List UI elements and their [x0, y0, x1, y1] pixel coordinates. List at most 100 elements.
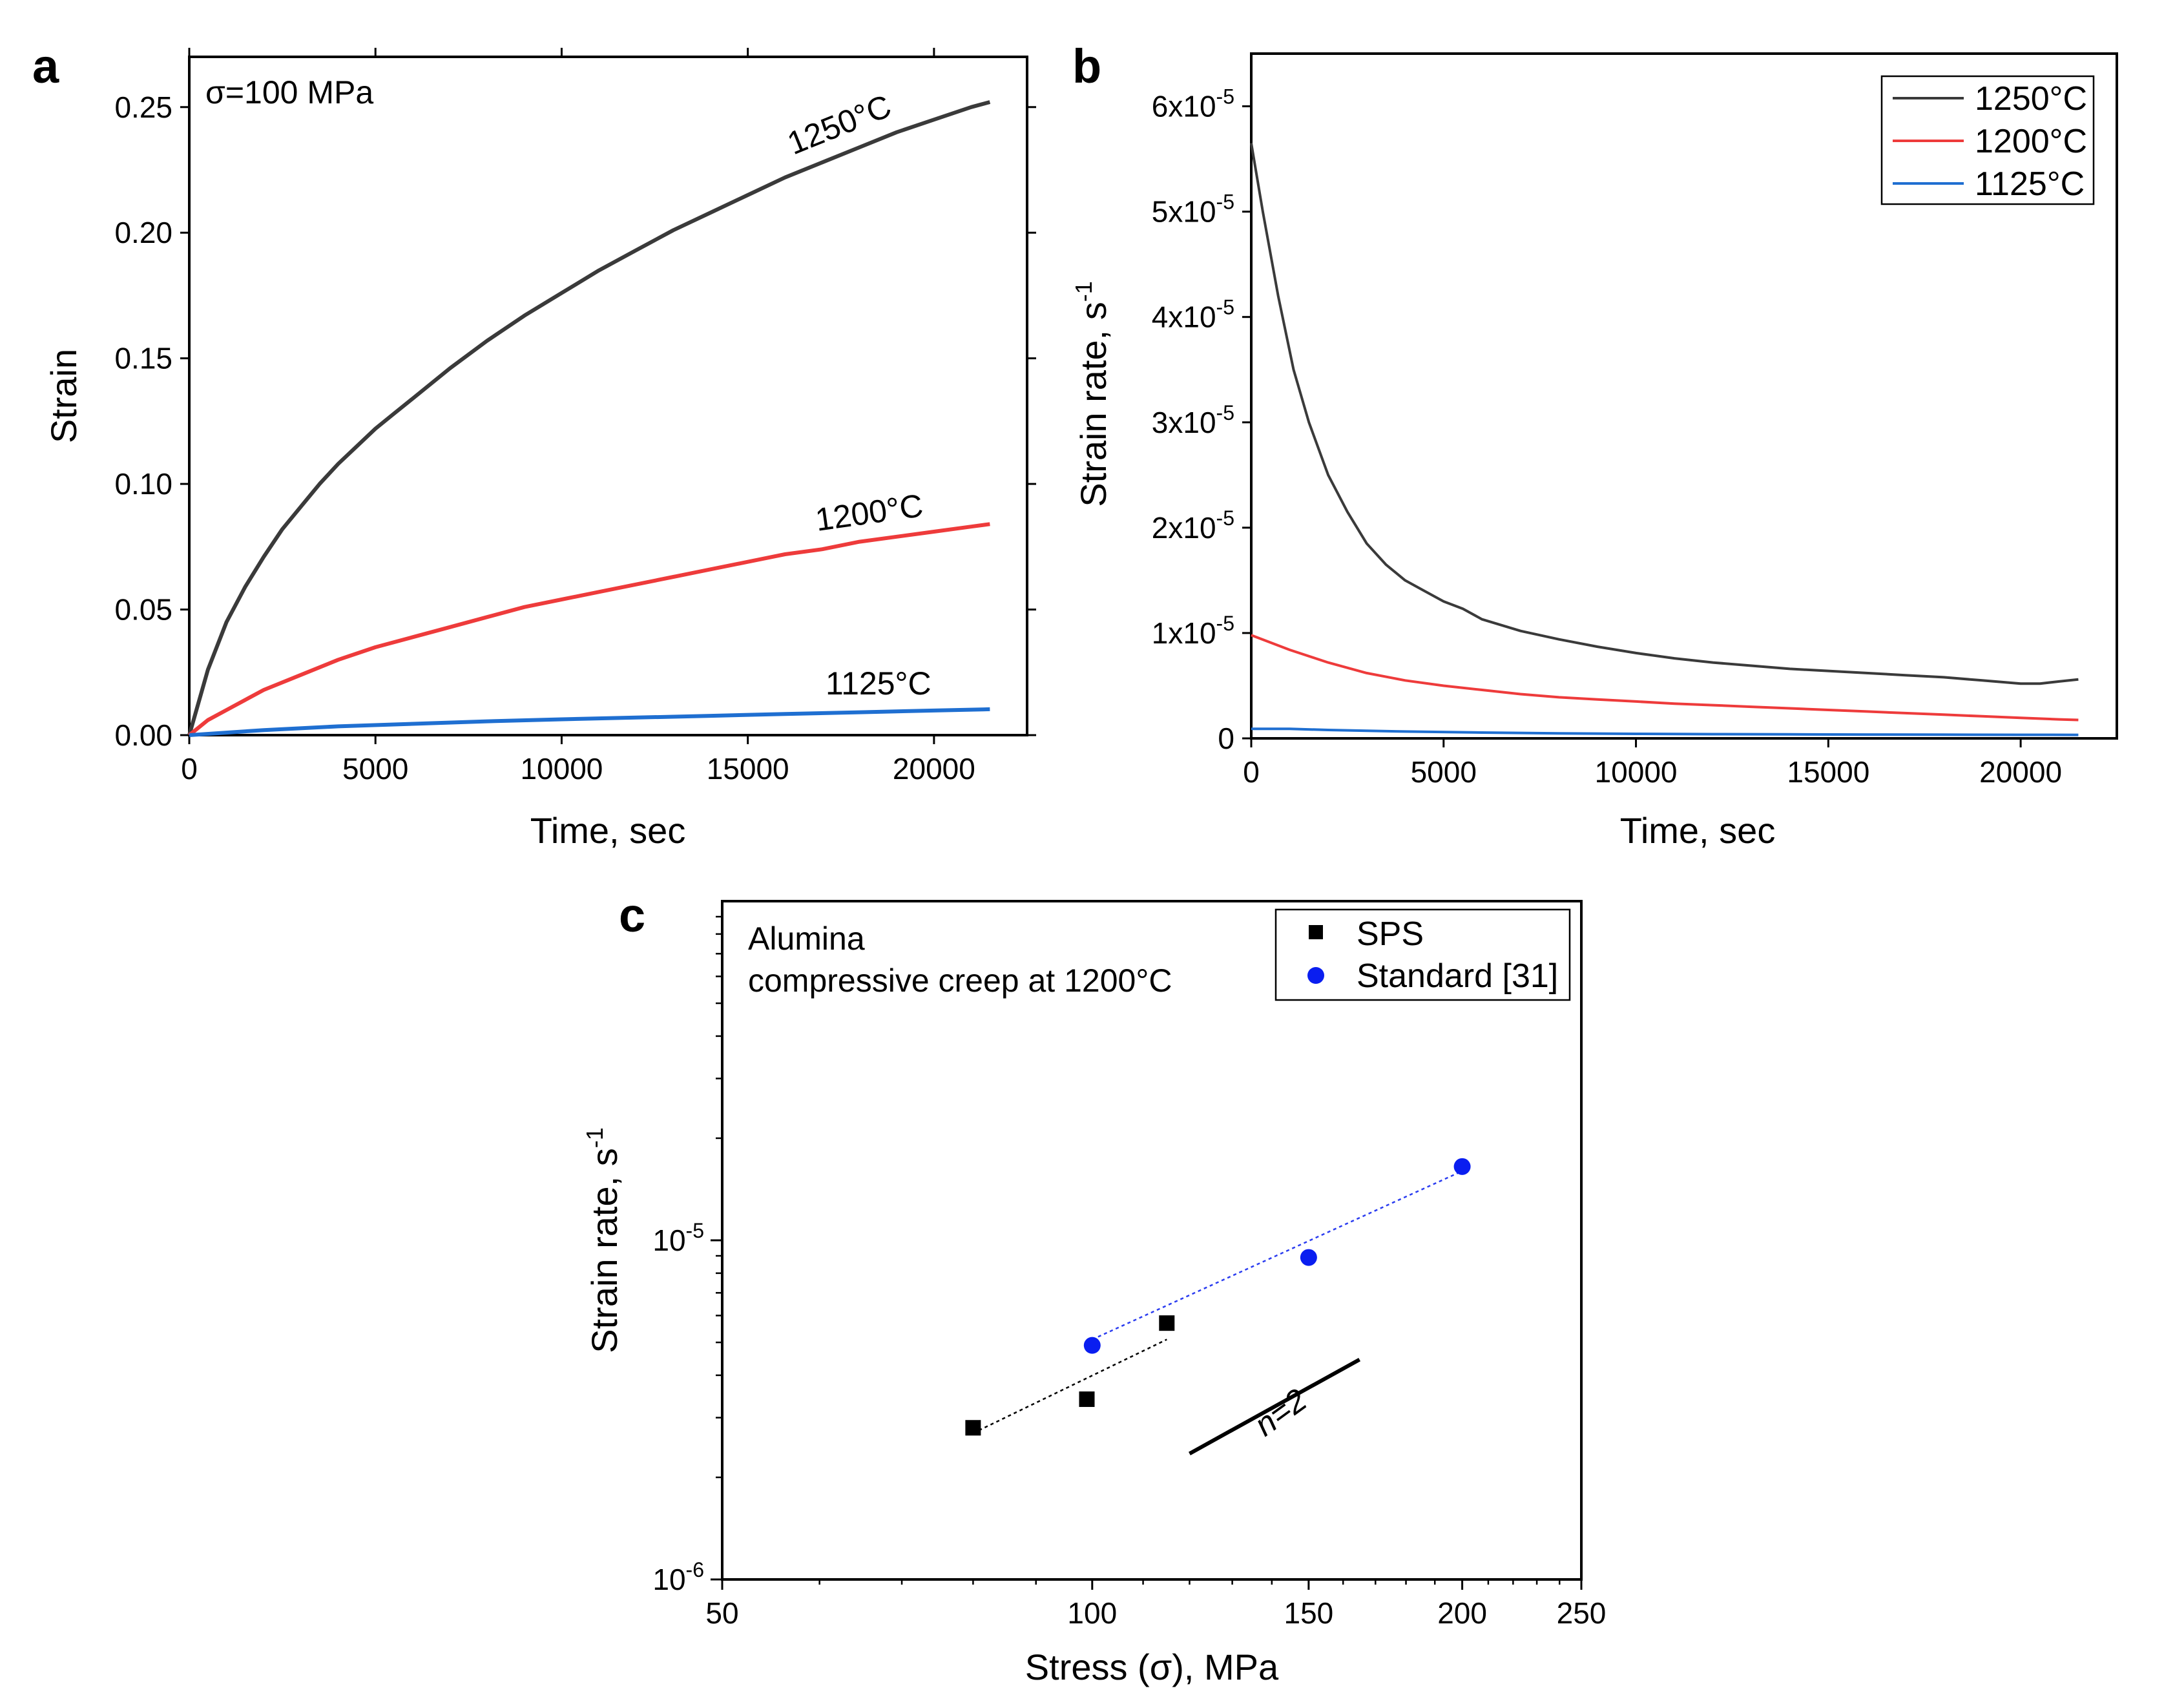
- panel-b-ytick-label-2: 2x10-5: [1152, 506, 1234, 545]
- panel-c-legend: SPS Standard [31]: [1274, 908, 1571, 1001]
- panel-a-series-line-1200-c: [188, 522, 990, 737]
- panel-c-legend-marker-standard: [1307, 967, 1324, 984]
- panel-b-ytick-label-1: 1x10-5: [1152, 612, 1234, 650]
- panel-b-ytick-exp-3: -5: [1216, 401, 1234, 424]
- panel-a-ticks: 0 5000 10000 15000 20000 0.00 0.05 0.10 0.15 0.20…: [114, 48, 1036, 786]
- panel-c-point-sps-2: [1159, 1315, 1175, 1331]
- panel-b-xtick-label-4: 20000: [1979, 755, 2062, 789]
- panel-a-label: a: [32, 39, 59, 93]
- panel-c-legend-marker-sps: [1309, 925, 1323, 939]
- panel-a-series-line-1250-c: [187, 100, 991, 736]
- panel-a-ylabel: Strain: [43, 349, 84, 443]
- panel-b-series-line-1125-c: [1251, 727, 2079, 736]
- panel-b-legend-label-1250: 1250°C: [1975, 80, 2087, 118]
- panel-b-xtick-label-0: 0: [1243, 755, 1260, 789]
- panel-c-legend-label-sps: SPS: [1357, 915, 1424, 953]
- panel-a-xtick-label-4: 20000: [893, 752, 975, 786]
- panel-b-ytick-exp-1: -5: [1216, 612, 1234, 635]
- panel-c-point-sps-1: [1079, 1391, 1095, 1407]
- panel-b-ylabel-sup: -1: [1070, 281, 1097, 302]
- panel-b-xtick-label-2: 10000: [1595, 755, 1678, 789]
- panel-c-xlabel: Stress (σ), MPa: [1025, 1647, 1279, 1687]
- panel-c-ytick-exp-0: -6: [686, 1558, 704, 1581]
- panel-a-ytick-label-2: 0.10: [114, 467, 172, 501]
- panel-a-xtick-label-0: 0: [181, 752, 198, 786]
- panel-b-legend: 1250°C 1200°C 1125°C: [1880, 75, 2095, 205]
- panel-a-label-1200: 1200°C: [813, 487, 926, 538]
- panel-c-ytick-base-1: 10: [652, 1224, 685, 1257]
- panel-c-xtick-label-1: 100: [1067, 1596, 1117, 1630]
- panel-c-point-sps-0: [965, 1420, 981, 1436]
- panel-c-point-standard-31-2: [1453, 1158, 1471, 1175]
- panel-a-annotation: σ=100 MPa: [205, 74, 373, 110]
- panel-b-series-line-1250-c: [1250, 143, 2079, 685]
- panel-a-xtick-label-2: 10000: [520, 752, 603, 786]
- panel-b-ytick-mantissa-1: 1x10: [1152, 616, 1216, 650]
- panel-a-plot-frame: [188, 56, 1028, 736]
- panel-b-series: [1250, 143, 2079, 736]
- panel-b-ytick-label-5: 5x10-5: [1152, 191, 1234, 229]
- panel-c-ytick-exp-1: -5: [686, 1219, 704, 1242]
- panel-b-label: b: [1072, 39, 1101, 93]
- panel-b: b 0 5000 10000 15000 2000001x10-52x10-53x10-…: [1070, 39, 2118, 851]
- panel-b-ytick-mantissa-3: 3x10: [1152, 406, 1216, 439]
- panel-a-xtick-label-1: 5000: [342, 752, 408, 786]
- panel-c-ylabel-sup: -1: [581, 1127, 608, 1148]
- panel-b-ticks: 0 5000 10000 15000 2000001x10-52x10-53x10-54…: [1152, 85, 2062, 789]
- panel-b-ylabel: Strain rate, s-1: [1070, 281, 1114, 506]
- panel-b-ytick-label-0: 0: [1218, 722, 1234, 755]
- panel-c-fits: [972, 1170, 1463, 1434]
- panel-b-ytick-mantissa-4: 4x10: [1152, 300, 1216, 334]
- panel-a-label-1250: 1250°C: [782, 88, 896, 162]
- panel-b-ytick-exp-5: -5: [1216, 191, 1234, 214]
- panel-a-ytick-label-5: 0.25: [114, 90, 172, 124]
- panel-b-ytick-exp-2: -5: [1216, 506, 1234, 530]
- panel-a: a 0 5000 10000 15000 20000 0.00 0.05 0.10 0.15 0.…: [32, 39, 1036, 851]
- panel-a-series: [187, 100, 991, 737]
- panel-b-ytick-label-4: 4x10-5: [1152, 296, 1234, 334]
- panel-b-legend-label-1200: 1200°C: [1975, 123, 2087, 160]
- panel-c-legend-box: [1274, 908, 1571, 1001]
- panel-b-ytick-mantissa-5: 5x10: [1152, 195, 1216, 229]
- panel-a-ytick-label-4: 0.20: [114, 216, 172, 249]
- panel-c-slope-line: [1189, 1357, 1361, 1455]
- panel-a-label-1125: 1125°C: [826, 665, 931, 702]
- panel-c-ylabel-main: Strain rate, s: [584, 1148, 625, 1353]
- panel-a-xtick-label-3: 15000: [707, 752, 789, 786]
- panel-c-annotation-2: compressive creep at 1200°C: [748, 963, 1172, 999]
- panel-a-xlabel: Time, sec: [530, 810, 686, 851]
- panel-b-ytick-mantissa-2: 2x10: [1152, 511, 1216, 545]
- panel-b-xtick-label-1: 5000: [1411, 755, 1477, 789]
- panel-c-ylabel: Strain rate, s-1: [581, 1127, 625, 1353]
- panel-c-points: [965, 1158, 1471, 1436]
- panel-b-xlabel: Time, sec: [1620, 810, 1776, 851]
- panel-c-plot-frame: [721, 900, 1583, 1581]
- panel-b-ytick-mantissa-6: 6x10: [1152, 90, 1216, 123]
- panel-b-ytick-label-6: 6x10-5: [1152, 85, 1234, 123]
- panel-c-xtick-label-2: 150: [1284, 1596, 1333, 1630]
- panel-a-series-line-1125-c: [189, 707, 990, 737]
- panel-b-ytick-label-3: 3x10-5: [1152, 401, 1234, 439]
- panel-c-fit-line-standard-31: [1092, 1170, 1463, 1340]
- panel-c-xtick-label-3: 200: [1437, 1596, 1487, 1630]
- panel-c-point-standard-31-1: [1300, 1249, 1317, 1266]
- panel-b-legend-label-1125: 1125°C: [1975, 165, 2085, 203]
- panel-c-legend-label-standard: Standard [31]: [1357, 957, 1558, 995]
- panel-b-ylabel-main: Strain rate, s: [1073, 302, 1114, 506]
- panel-c-point-standard-31-0: [1083, 1337, 1101, 1354]
- panel-c-ytick-base-0: 10: [652, 1563, 685, 1596]
- panel-b-xtick-label-3: 15000: [1787, 755, 1869, 789]
- panel-c-xtick-label-4: 250: [1557, 1596, 1607, 1630]
- panel-b-plot-frame: [1250, 52, 2118, 740]
- panel-a-ytick-label-0: 0.00: [114, 718, 172, 752]
- panel-b-ytick-exp-6: -5: [1216, 85, 1234, 109]
- panel-a-ytick-label-3: 0.15: [114, 342, 172, 375]
- panel-c-label: c: [619, 888, 645, 942]
- panel-b-series-line-1200-c: [1251, 634, 2079, 722]
- panel-c-slope: [1189, 1357, 1361, 1455]
- panel-c-ytick-label-0: 10-6: [652, 1558, 704, 1596]
- panel-c-ytick-label-1: 10-5: [652, 1219, 704, 1257]
